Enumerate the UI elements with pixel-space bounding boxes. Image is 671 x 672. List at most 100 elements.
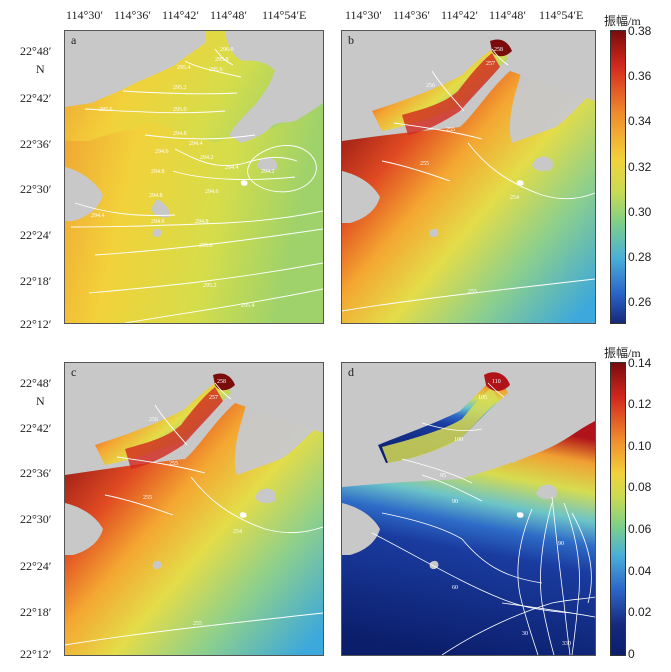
map-panel-d: 110 105 100 95 90 90 60 30 330 d <box>341 362 596 656</box>
contour-label: 100 <box>454 437 463 443</box>
colorbar-tick: 0.30 <box>628 205 652 219</box>
contour-label: 110 <box>492 379 501 385</box>
contour-lines <box>371 382 595 655</box>
contour-lines <box>342 48 595 312</box>
contour-label: 295.6 <box>209 67 223 73</box>
north-label: N <box>36 394 45 408</box>
contour-label: 254 <box>510 195 519 201</box>
colorbar-tick: 0.02 <box>628 605 652 619</box>
map-panel-a: 296.0 295.8 295.6 295.4 295.6 295.2 295.… <box>64 30 324 324</box>
lon-tick: 114°48′ <box>210 8 247 22</box>
map-canvas: 296.0 295.8 295.6 295.4 295.6 295.2 295.… <box>65 31 323 323</box>
lat-tick: 22°18′ <box>20 274 52 288</box>
contour-label: 295.2 <box>203 283 217 289</box>
contour-label: 258 <box>494 47 503 53</box>
lat-tick: 22°30′ <box>20 512 52 526</box>
panel-letter: d <box>348 365 354 379</box>
contour-label: 255 <box>446 127 455 133</box>
contour-label: 255 <box>169 461 178 467</box>
map-panel-c: 258 257 256 255 255 254 255 c <box>64 362 324 656</box>
contour-label: 255 <box>193 621 202 627</box>
contour-label: 294.6 <box>205 189 219 195</box>
contour-label: 294.4 <box>91 213 105 219</box>
contour-label: 295.6 <box>99 107 113 113</box>
lat-tick: 22°48′ <box>20 44 52 58</box>
contour-label: 294.8 <box>151 169 165 175</box>
lon-tick: 114°30′ <box>66 8 103 22</box>
contour-label: 255 <box>468 289 477 295</box>
contour-lines <box>70 48 323 323</box>
contour-label: 60 <box>452 585 458 591</box>
contour-label: 295.0 <box>199 243 213 249</box>
contour-label: 255 <box>420 161 429 167</box>
map-canvas: 258 257 256 255 255 254 255 <box>342 31 595 323</box>
contour-label-group: 296.0 295.8 295.6 295.4 295.6 295.2 295.… <box>91 47 275 309</box>
colorbar-tick: 0.10 <box>628 439 652 453</box>
panel-letter: c <box>71 365 77 379</box>
colorbar-tick: 0.12 <box>628 397 652 411</box>
contour-label: 294.8 <box>149 193 163 199</box>
contour-label: 257 <box>486 61 495 67</box>
contour-label: 295.4 <box>241 303 255 309</box>
lat-tick: 22°42′ <box>20 91 52 105</box>
map-canvas: 110 105 100 95 90 90 60 30 330 <box>342 363 595 655</box>
contour-label: 257 <box>209 395 218 401</box>
north-label: N <box>36 62 45 76</box>
colorbar-tick: 0.28 <box>628 250 652 264</box>
lat-tick: 22°12′ <box>20 317 52 331</box>
contour-label: 258 <box>217 379 226 385</box>
contour-label: 295.4 <box>177 65 191 71</box>
lat-tick: 22°36′ <box>20 466 52 480</box>
lat-tick: 22°24′ <box>20 228 52 242</box>
colorbar-title: 振幅/m <box>604 14 641 28</box>
lat-tick: 22°24′ <box>20 559 52 573</box>
land-area <box>65 31 205 107</box>
water-field <box>342 421 595 655</box>
contour-label: 294.2 <box>261 169 275 175</box>
contour-label: 330 <box>562 641 571 647</box>
contour-label: 295.2 <box>173 85 187 91</box>
lat-tick: 22°42′ <box>20 421 52 435</box>
lon-tick: 114°36′ <box>114 8 151 22</box>
contour-label: 90 <box>558 541 564 547</box>
colorbar-tick: 0.08 <box>628 480 652 494</box>
lat-tick: 22°12′ <box>20 647 52 661</box>
colorbar-title: 振幅/m <box>604 346 641 360</box>
contour-label-group: 258 257 256 255 255 254 255 <box>143 379 242 627</box>
contour-label: 256 <box>149 417 158 423</box>
lat-tick: 22°30′ <box>20 182 52 196</box>
lon-tick: 114°30′ <box>345 8 382 22</box>
contour-label-group: 110 105 100 95 90 90 60 30 330 <box>440 379 571 647</box>
colorbar-tick: 0.34 <box>628 114 652 128</box>
contour-label: 294.2 <box>200 155 214 161</box>
colorbar-tick: 0 <box>628 647 635 661</box>
contour-lines <box>65 382 323 646</box>
contour-label: 294.6 <box>151 219 165 225</box>
colorbar-tick: 0.36 <box>628 69 652 83</box>
contour-label: 30 <box>522 631 528 637</box>
lat-tick: 22°48′ <box>20 376 52 390</box>
contour-label: 294.8 <box>195 219 209 225</box>
colorbar-tick: 0.04 <box>628 564 652 578</box>
lon-tick: 114°48′ <box>489 8 526 22</box>
contour-label: 254 <box>233 529 242 535</box>
contour-label: 256 <box>426 83 435 89</box>
contour-label: 294.4 <box>225 165 239 171</box>
map-canvas: 258 257 256 255 255 254 255 <box>65 363 323 655</box>
lon-tick: 114°54′E <box>262 8 307 22</box>
colorbar-tick: 0.32 <box>628 160 652 174</box>
contour-label: 255 <box>143 495 152 501</box>
contour-label-group: 258 257 256 255 255 254 255 <box>420 47 519 295</box>
contour-label: 294.6 <box>155 149 169 155</box>
contour-label: 90 <box>452 499 458 505</box>
contour-label: 294.4 <box>189 141 203 147</box>
lat-tick: 22°36′ <box>20 137 52 151</box>
contour-label: 105 <box>478 395 487 401</box>
map-panel-b: 258 257 256 255 255 254 255 b <box>341 30 596 324</box>
lon-tick: 114°54′E <box>539 8 584 22</box>
contour-label: 295.0 <box>173 107 187 113</box>
lon-tick: 114°42′ <box>162 8 199 22</box>
lon-tick: 114°42′ <box>441 8 478 22</box>
colorbar-amplitude-top <box>610 30 626 324</box>
colorbar-tick: 0.38 <box>628 24 652 38</box>
